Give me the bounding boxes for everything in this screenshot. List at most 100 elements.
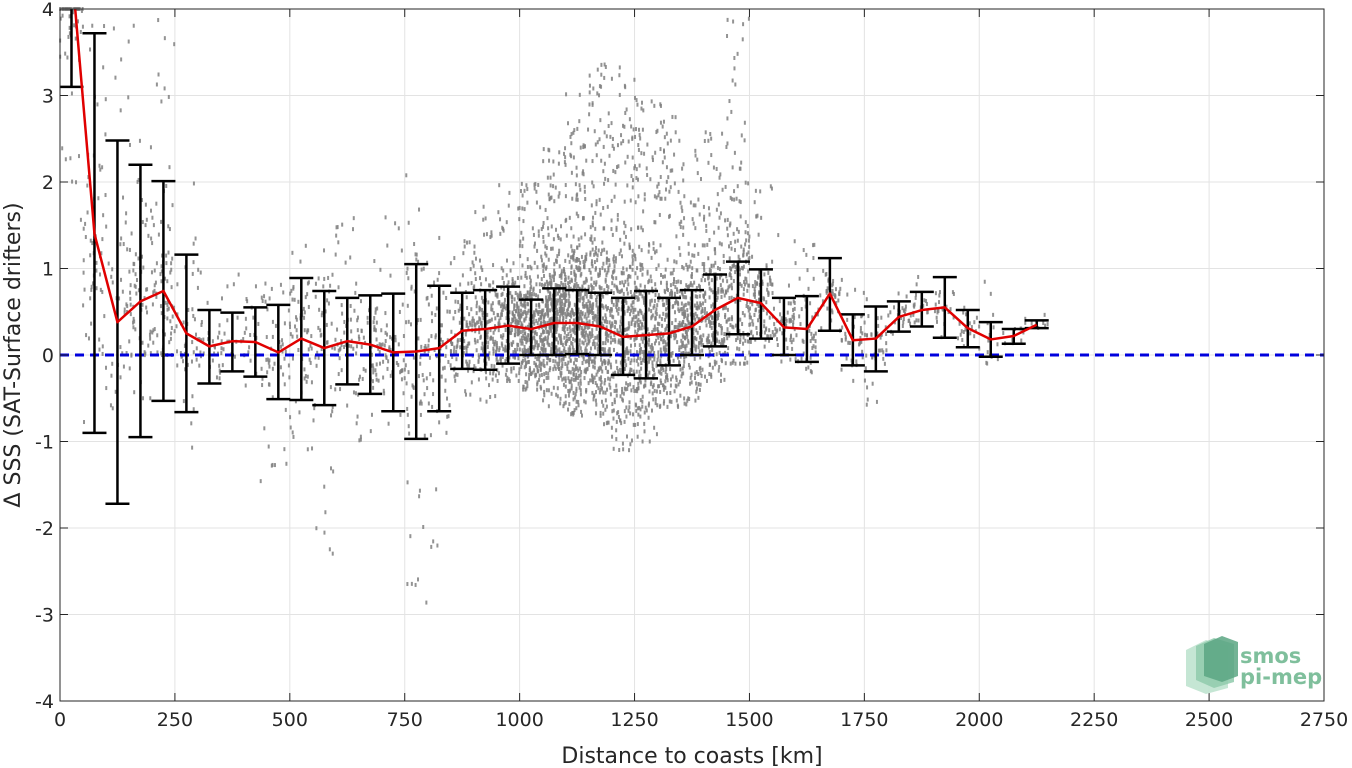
scatter-point (112, 26, 115, 31)
scatter-point (610, 76, 613, 81)
scatter-point (121, 289, 124, 294)
scatter-point (594, 354, 597, 359)
scatter-point (810, 331, 813, 336)
scatter-point (420, 267, 423, 272)
scatter-point (645, 166, 648, 171)
scatter-point (683, 396, 686, 401)
y-tick-label: 1 (42, 259, 54, 281)
scatter-point (639, 283, 642, 288)
scatter-point (622, 391, 625, 396)
scatter-point (537, 229, 540, 234)
scatter-point (520, 230, 523, 235)
scatter-point (641, 228, 644, 233)
scatter-point (530, 371, 533, 376)
scatter-point (659, 403, 662, 408)
scatter-point (630, 124, 633, 129)
scatter-point (683, 401, 686, 406)
scatter-point (129, 283, 132, 288)
scatter-point (160, 219, 163, 224)
scatter-point (651, 155, 654, 160)
scatter-point (694, 294, 697, 299)
scatter-point (678, 379, 681, 384)
scatter-point (551, 316, 554, 321)
scatter-point (505, 316, 508, 321)
scatter-point (155, 82, 158, 87)
scatter-point (567, 393, 570, 398)
scatter-point (147, 233, 150, 238)
scatter-point (354, 391, 357, 396)
scatter-point (753, 292, 756, 297)
scatter-point (720, 326, 723, 331)
scatter-point (748, 244, 751, 249)
scatter-point (615, 393, 618, 398)
scatter-point (370, 412, 373, 417)
x-tick-label: 2250 (1070, 709, 1118, 731)
scatter-point (552, 237, 555, 242)
scatter-point (734, 361, 737, 366)
scatter-point (654, 150, 657, 155)
scatter-point (695, 337, 698, 342)
scatter-point (662, 368, 665, 373)
scatter-point (500, 266, 503, 271)
scatter-point (766, 287, 769, 292)
scatter-point (634, 254, 637, 259)
scatter-point (527, 376, 530, 381)
scatter-point (263, 426, 266, 431)
scatter-point (548, 358, 551, 363)
scatter-point (518, 217, 521, 222)
scatter-point (486, 332, 489, 337)
scatter-point (626, 308, 629, 313)
scatter-point (474, 256, 477, 261)
scatter-point (653, 357, 656, 362)
scatter-point (167, 306, 170, 311)
scatter-point (468, 320, 471, 325)
scatter-point (387, 359, 390, 364)
scatter-point (669, 283, 672, 288)
scatter-point (626, 291, 629, 296)
scatter-point (548, 158, 551, 163)
scatter-point (470, 281, 473, 286)
scatter-point (575, 197, 578, 202)
scatter-point (640, 100, 643, 105)
scatter-point (540, 282, 543, 287)
scatter-point (414, 582, 417, 587)
scatter-point (670, 399, 673, 404)
scatter-point (729, 323, 732, 328)
scatter-point (882, 350, 885, 355)
scatter-point (283, 356, 286, 361)
scatter-point (665, 131, 668, 136)
scatter-point (699, 303, 702, 308)
scatter-point (650, 309, 653, 314)
scatter-point (157, 72, 160, 77)
scatter-point (659, 102, 662, 107)
scatter-point (407, 424, 410, 429)
scatter-point (659, 147, 662, 152)
scatter-point (584, 359, 587, 364)
scatter-point (101, 237, 104, 242)
scatter-point (547, 147, 550, 152)
scatter-point (642, 384, 645, 389)
scatter-point (597, 292, 600, 297)
scatter-point (601, 386, 604, 391)
scatter-point (705, 323, 708, 328)
y-tick-label: -4 (35, 691, 54, 713)
scatter-point (120, 57, 123, 62)
scatter-point (542, 308, 545, 313)
scatter-point (611, 274, 614, 279)
scatter-point (618, 73, 621, 78)
scatter-point (595, 153, 598, 158)
scatter-point (294, 324, 297, 329)
scatter-point (712, 290, 715, 295)
scatter-point (335, 233, 338, 238)
scatter-point (789, 301, 792, 306)
scatter-point (550, 302, 553, 307)
scatter-point (719, 211, 722, 216)
scatter-point (914, 292, 917, 297)
scatter-point (548, 330, 551, 335)
scatter-point (508, 190, 511, 195)
scatter-point (877, 348, 880, 353)
scatter-point (567, 121, 570, 126)
scatter-point (332, 469, 335, 474)
scatter-point (859, 326, 862, 331)
scatter-point (564, 299, 567, 304)
